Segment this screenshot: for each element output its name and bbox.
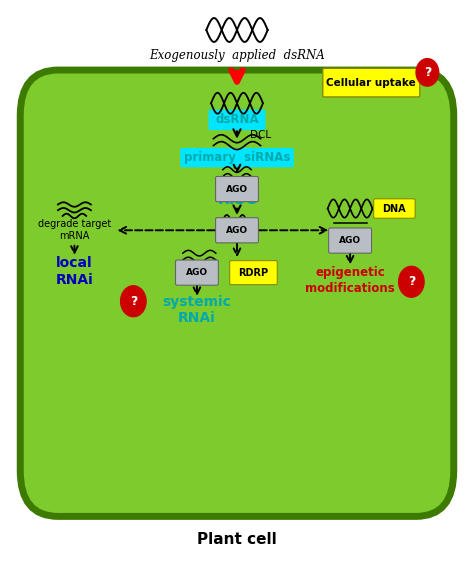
FancyBboxPatch shape [180, 148, 294, 167]
FancyBboxPatch shape [323, 68, 420, 97]
Text: dsRNA: dsRNA [215, 113, 259, 126]
FancyBboxPatch shape [216, 177, 258, 202]
FancyBboxPatch shape [175, 260, 219, 285]
Text: AGO: AGO [226, 226, 248, 235]
FancyBboxPatch shape [216, 218, 258, 243]
FancyBboxPatch shape [328, 228, 372, 253]
FancyBboxPatch shape [20, 70, 454, 516]
Text: local
RNAi: local RNAi [55, 256, 93, 286]
Text: Exogenously  applied  dsRNA: Exogenously applied dsRNA [149, 49, 325, 62]
Text: degrade target
mRNA: degrade target mRNA [38, 220, 111, 241]
Text: Cellular uptake: Cellular uptake [327, 78, 416, 87]
Text: AGO: AGO [186, 268, 208, 277]
Text: epigenetic
modifications: epigenetic modifications [305, 266, 395, 294]
FancyBboxPatch shape [230, 260, 277, 285]
Circle shape [416, 59, 438, 86]
Text: AGO: AGO [339, 236, 361, 245]
Text: DCL: DCL [250, 130, 271, 140]
Text: systemic
RNAi: systemic RNAi [163, 296, 231, 325]
FancyBboxPatch shape [374, 199, 415, 218]
Text: RDRP: RDRP [238, 267, 269, 278]
Text: DNA: DNA [383, 204, 406, 213]
FancyBboxPatch shape [209, 110, 265, 130]
Text: Plant cell: Plant cell [197, 532, 277, 547]
Text: ?: ? [408, 275, 415, 288]
Text: RISC: RISC [217, 192, 257, 207]
Text: AGO: AGO [226, 185, 248, 194]
Text: ?: ? [424, 66, 431, 79]
Text: primary  siRNAs: primary siRNAs [184, 151, 290, 164]
Text: ?: ? [130, 295, 137, 308]
Circle shape [120, 286, 146, 317]
Circle shape [399, 266, 424, 297]
